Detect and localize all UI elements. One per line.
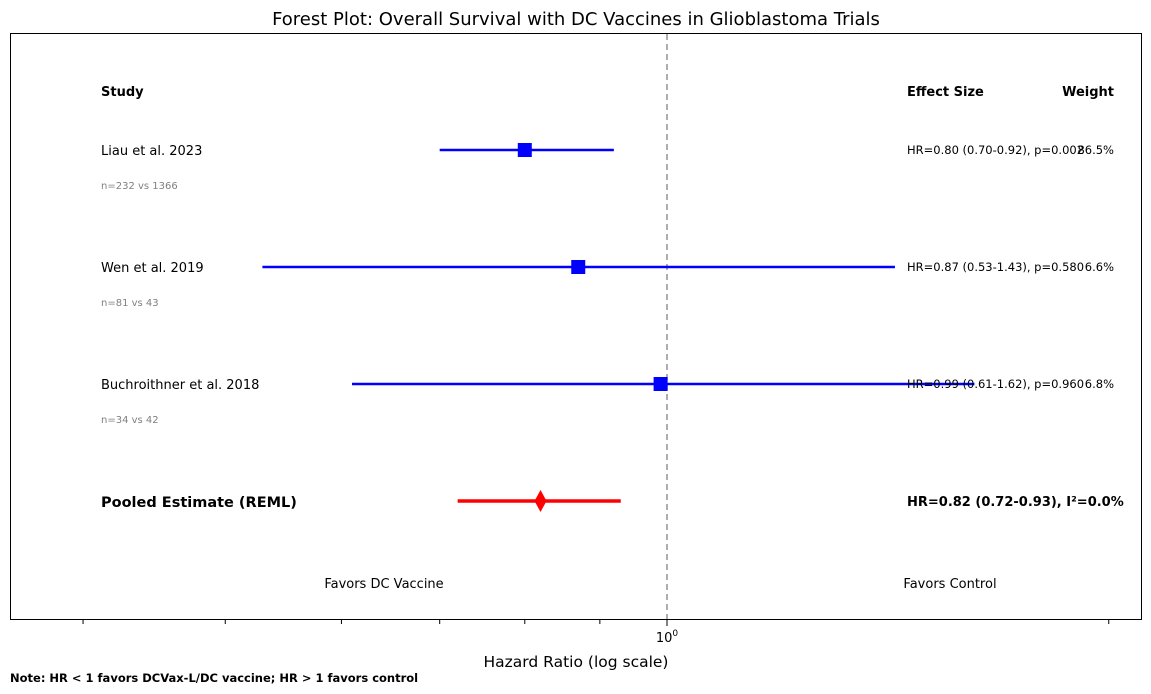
study-effect-text: HR=0.80 (0.70-0.92), p=0.002 xyxy=(907,143,1084,157)
study-point-marker xyxy=(517,143,532,157)
study-point-marker xyxy=(653,377,668,391)
study-sample-size: n=232 vs 1366 xyxy=(101,181,178,192)
header-effect-size: Effect Size xyxy=(907,85,984,100)
study-weight: 86.5% xyxy=(1077,143,1114,157)
study-sample-size: n=34 vs 42 xyxy=(101,415,159,426)
pooled-diamond-marker xyxy=(534,490,547,512)
study-row: Liau et al. 2023 n=232 vs 1366 HR=0.80 (… xyxy=(101,143,1114,192)
pooled-name: Pooled Estimate (REML) xyxy=(101,495,297,511)
header-weight: Weight xyxy=(1062,85,1114,100)
study-name: Buchroithner et al. 2018 xyxy=(101,378,259,393)
plot-frame xyxy=(10,33,1142,620)
header-study: Study xyxy=(101,85,144,100)
study-effect-text: HR=0.87 (0.53-1.43), p=0.580 xyxy=(907,260,1084,274)
study-weight: 6.8% xyxy=(1085,377,1114,391)
study-row: Buchroithner et al. 2018 n=34 vs 42 HR=0… xyxy=(101,377,1114,426)
study-weight: 6.6% xyxy=(1085,260,1114,274)
study-name: Liau et al. 2023 xyxy=(101,144,202,159)
footnote: Note: HR < 1 favors DCVax-L/DC vaccine; … xyxy=(10,671,418,685)
x-tick-label: 100 xyxy=(656,629,679,646)
x-axis-ticks xyxy=(82,620,1110,626)
study-name: Wen et al. 2019 xyxy=(101,261,204,276)
favors-control-label: Favors Control xyxy=(903,577,996,592)
x-axis-label: Hazard Ratio (log scale) xyxy=(484,653,669,671)
study-point-marker xyxy=(571,260,586,274)
favors-vaccine-label: Favors DC Vaccine xyxy=(324,577,443,592)
study-sample-size: n=81 vs 43 xyxy=(101,298,159,309)
study-row: Wen et al. 2019 n=81 vs 43 HR=0.87 (0.53… xyxy=(101,260,1114,309)
pooled-row: Pooled Estimate (REML) HR=0.82 (0.72-0.9… xyxy=(101,490,1124,512)
study-effect-text: HR=0.99 (0.61-1.62), p=0.960 xyxy=(907,377,1084,391)
chart-title: Forest Plot: Overall Survival with DC Va… xyxy=(272,9,880,30)
pooled-effect-text: HR=0.82 (0.72-0.93), I²=0.0% xyxy=(907,495,1124,510)
